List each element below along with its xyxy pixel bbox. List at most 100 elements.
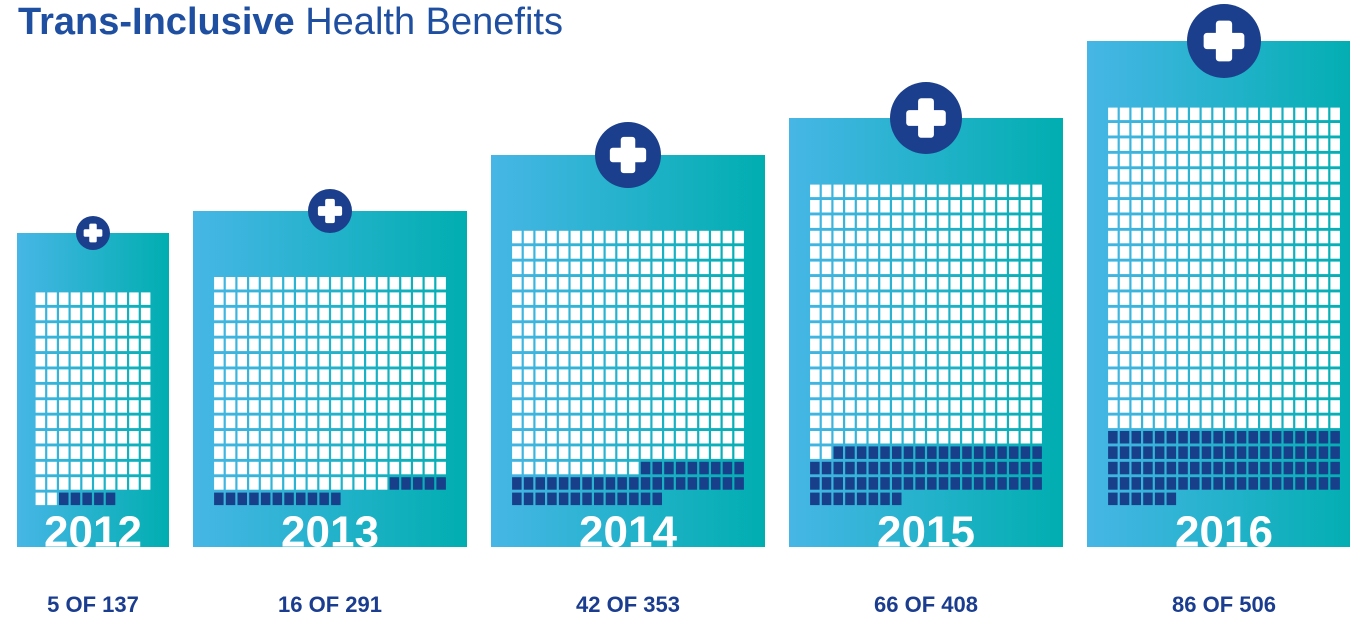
square	[810, 415, 820, 429]
square	[284, 384, 294, 398]
square	[140, 446, 151, 459]
square	[1131, 415, 1141, 429]
square	[973, 292, 984, 305]
square	[1248, 123, 1258, 136]
square	[389, 292, 400, 305]
square	[296, 292, 306, 305]
square	[342, 307, 353, 321]
square	[687, 369, 698, 382]
square	[962, 292, 972, 305]
square	[1009, 246, 1019, 259]
square	[652, 384, 662, 398]
square	[389, 354, 400, 367]
square	[1271, 169, 1282, 182]
square	[1248, 369, 1258, 382]
square	[1295, 200, 1305, 213]
square	[260, 415, 271, 429]
square	[342, 446, 353, 459]
included-square	[845, 477, 855, 490]
square	[1260, 338, 1270, 352]
included-square	[225, 492, 236, 506]
square	[845, 215, 855, 228]
square	[1154, 384, 1165, 398]
square	[225, 461, 236, 475]
square	[722, 354, 733, 367]
square	[687, 307, 698, 321]
square	[734, 354, 744, 367]
square	[1283, 153, 1294, 167]
included-square	[1271, 477, 1282, 490]
square	[389, 307, 400, 321]
square	[938, 338, 949, 352]
square	[810, 369, 820, 382]
square	[711, 261, 721, 275]
square	[675, 323, 686, 336]
square	[652, 261, 662, 275]
square	[1213, 184, 1223, 198]
square	[366, 307, 376, 321]
included-square	[950, 446, 960, 459]
square	[1225, 246, 1235, 259]
included-square	[892, 446, 902, 459]
square	[1271, 277, 1282, 290]
square	[1330, 153, 1340, 167]
plus-icon-bar	[620, 136, 636, 174]
square	[319, 415, 329, 429]
square	[225, 477, 236, 490]
square	[915, 415, 925, 429]
square	[810, 246, 820, 259]
included-square	[512, 477, 522, 490]
square	[1283, 123, 1294, 136]
square	[1295, 323, 1305, 336]
square	[1009, 431, 1019, 444]
included-square	[331, 492, 341, 506]
square	[845, 400, 855, 413]
square	[687, 431, 698, 444]
square	[1190, 169, 1200, 182]
square	[1020, 230, 1031, 244]
square	[734, 261, 744, 275]
square	[1260, 230, 1270, 244]
square	[319, 354, 329, 367]
square	[535, 292, 545, 305]
included-square	[1154, 431, 1165, 444]
square	[70, 461, 81, 475]
square	[938, 431, 949, 444]
square	[1260, 307, 1270, 321]
square	[915, 369, 925, 382]
square	[1178, 369, 1188, 382]
square	[535, 261, 545, 275]
square	[1318, 138, 1329, 151]
square	[272, 338, 283, 352]
square	[1260, 215, 1270, 228]
square	[512, 277, 522, 290]
included-square	[1154, 461, 1165, 475]
square	[94, 338, 104, 352]
included-square	[1225, 431, 1235, 444]
square	[1236, 107, 1247, 121]
square	[284, 307, 294, 321]
square	[1032, 323, 1042, 336]
square	[1131, 323, 1141, 336]
square	[1330, 384, 1340, 398]
square	[1236, 415, 1247, 429]
square	[1201, 261, 1212, 275]
included-square	[1119, 431, 1130, 444]
square	[1131, 354, 1141, 367]
included-square	[962, 461, 972, 475]
square	[214, 415, 224, 429]
square	[652, 246, 662, 259]
included-square	[1178, 461, 1188, 475]
square	[833, 292, 843, 305]
included-square	[512, 492, 522, 506]
included-square	[985, 446, 996, 459]
square	[436, 277, 446, 290]
square	[1166, 107, 1177, 121]
square	[938, 246, 949, 259]
included-square	[1020, 446, 1031, 459]
square	[547, 400, 557, 413]
square	[640, 400, 651, 413]
square	[1318, 323, 1329, 336]
square	[1119, 153, 1130, 167]
square	[94, 354, 104, 367]
